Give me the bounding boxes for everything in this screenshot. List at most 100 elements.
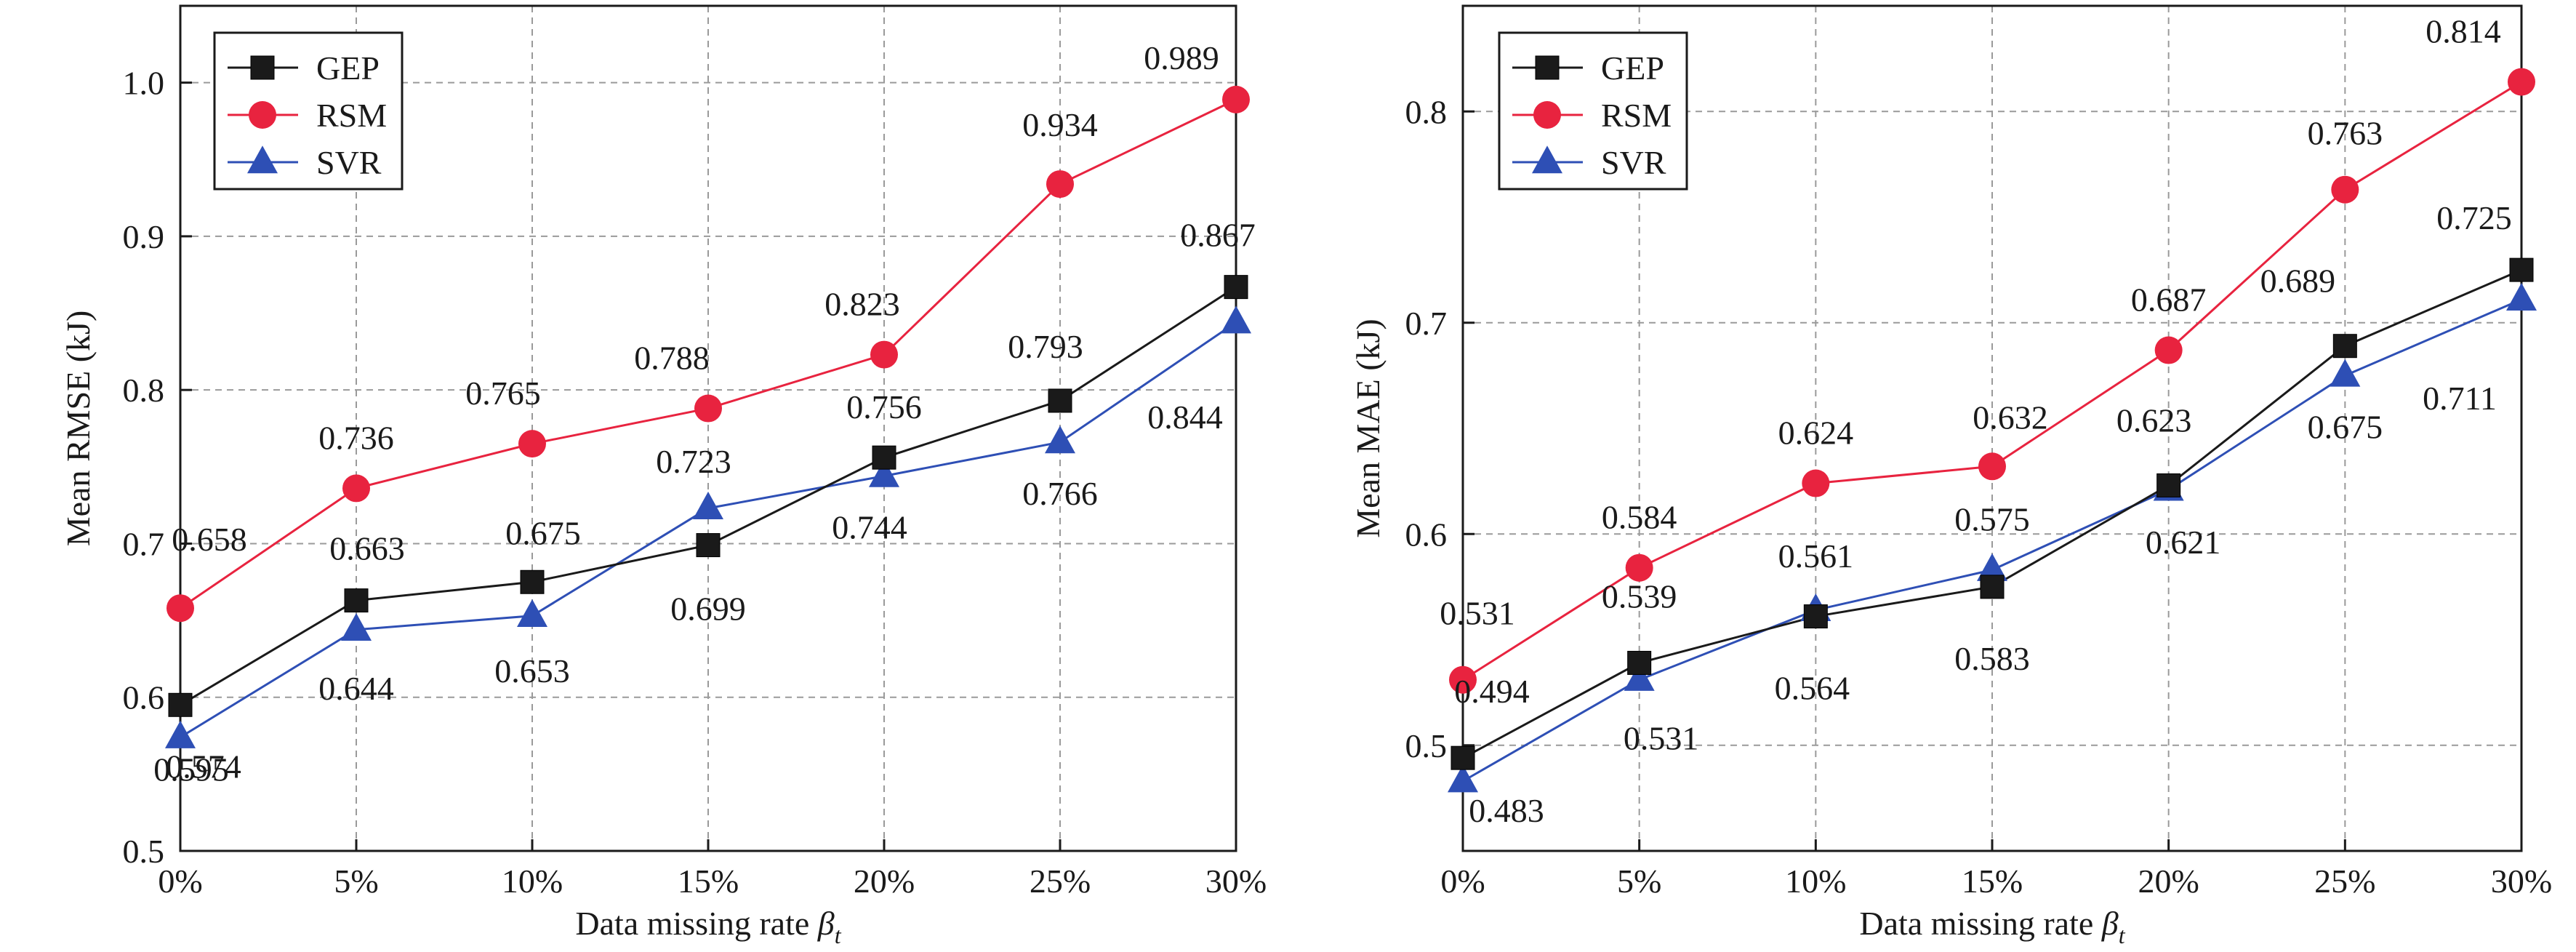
svr-data-label: 0.574 — [166, 748, 241, 785]
x-axis-title-text: Data missing rate — [575, 905, 817, 942]
rsm-point — [1978, 452, 2006, 481]
gep-point — [1450, 745, 1475, 770]
rsm-point — [1222, 85, 1250, 113]
gep-point — [2332, 334, 2357, 359]
svr-point — [2506, 282, 2537, 311]
gep-point — [696, 533, 721, 558]
y-tick-label: 0.7 — [123, 525, 165, 562]
svr-point — [165, 720, 196, 748]
rsm-point — [1625, 553, 1653, 582]
x-tick-label: 30% — [1205, 863, 1267, 900]
x-tick-label: 0% — [158, 863, 202, 900]
gep-data-label: 0.756 — [846, 388, 922, 425]
svr-data-label: 0.844 — [1147, 399, 1223, 436]
gep-data-label: 0.595 — [153, 751, 229, 788]
rsm-point — [342, 474, 370, 503]
x-axis-title-text: Data missing rate — [1859, 905, 2101, 942]
x-tick-label: 30% — [2491, 863, 2552, 900]
rsm-data-label: 0.823 — [824, 286, 900, 323]
svr-point — [341, 612, 372, 641]
legend-label-rsm: RSM — [316, 97, 387, 134]
rsm-data-label: 0.632 — [1973, 399, 2048, 436]
gep-data-label: 0.675 — [505, 514, 581, 551]
x-axis-title-subscript: t — [835, 922, 842, 948]
gep-data-label: 0.564 — [1775, 670, 1850, 707]
x-tick-label: 10% — [502, 863, 563, 900]
gep-data-label: 0.539 — [1602, 577, 1677, 615]
rsm-data-label: 0.687 — [2131, 281, 2207, 319]
gep-point — [168, 692, 193, 717]
gep-point — [1048, 388, 1072, 413]
rmse-chart: 0% 5% 10% 15% 20% 25% 30% 0.5 0.6 0.7 0.8 0.9 1.0 Mea… — [60, 4, 1267, 948]
rsm-point — [870, 340, 898, 369]
svr-point — [1045, 425, 1075, 454]
svr-data-label: 0.621 — [2146, 524, 2221, 561]
svr-point — [869, 459, 899, 487]
rsm-point — [1802, 469, 1830, 497]
rsm-data-label: 0.658 — [172, 521, 247, 558]
x-axis-title-symbol: β — [2101, 905, 2119, 942]
gep-point — [872, 445, 896, 470]
x-tick-label: 0% — [1440, 863, 1485, 900]
rsm-data-label: 0.736 — [318, 419, 394, 456]
x-tick-label: 25% — [2314, 863, 2375, 900]
gep-point — [1627, 650, 1652, 675]
rsm-data-label: 0.763 — [2308, 115, 2383, 152]
legend-label-svr: SVR — [316, 144, 382, 181]
gep-data-label: 0.867 — [1180, 217, 1256, 254]
rsm-data-label: 0.624 — [1778, 415, 1854, 452]
y-axis-title: Mean MAE (kJ) — [1349, 319, 1387, 538]
gep-data-label: 0.583 — [1954, 640, 2030, 677]
svr-data-label: 0.483 — [1469, 792, 1544, 829]
rsm-point — [694, 394, 722, 423]
svr-point — [2330, 359, 2361, 387]
rsm-data-label: 0.765 — [465, 375, 541, 412]
legend-label-gep: GEP — [1601, 49, 1664, 87]
y-tick-label: 0.9 — [123, 218, 165, 255]
y-tick-label: 0.8 — [1405, 93, 1448, 130]
gep-point — [2509, 257, 2534, 282]
x-tick-label: 15% — [678, 863, 739, 900]
y-tick-label: 0.6 — [1405, 516, 1448, 553]
svr-point — [1448, 764, 1478, 793]
gep-data-label: 0.663 — [329, 530, 405, 567]
svr-point — [1221, 305, 1251, 334]
rsm-data-label: 0.584 — [1602, 499, 1677, 536]
gep-point — [344, 588, 369, 613]
x-tick-label: 20% — [2138, 863, 2199, 900]
legend: GEP RSM SVR — [213, 31, 404, 191]
rsm-data-label: 0.989 — [1144, 39, 1219, 76]
y-axis-title: Mean RMSE (kJ) — [60, 311, 97, 547]
y-tick-label: 0.5 — [1405, 727, 1448, 764]
svr-data-label: 0.644 — [318, 670, 394, 707]
rsm-point — [2508, 68, 2535, 96]
svr-point — [1977, 553, 2007, 581]
legend-marker-gep — [250, 55, 275, 80]
legend-marker-rsm — [249, 101, 276, 129]
rsm-data-label: 0.788 — [634, 340, 710, 377]
legend: GEP RSM SVR — [1498, 31, 1688, 191]
legend-marker-svr — [247, 145, 278, 174]
x-axis-title-symbol: β — [817, 905, 835, 942]
svr-data-label: 0.723 — [656, 443, 731, 480]
legend-label-rsm: RSM — [1601, 97, 1672, 134]
svr-point — [517, 599, 547, 627]
x-tick-label: 15% — [1962, 863, 2023, 900]
gep-data-label: 0.699 — [670, 591, 746, 628]
gep-point — [1803, 604, 1828, 629]
rsm-point — [2331, 175, 2359, 204]
y-tick-label: 0.5 — [123, 833, 165, 870]
gep-point — [1980, 575, 2005, 599]
gep-data-label: 0.623 — [2116, 401, 2192, 439]
svr-data-label: 0.653 — [494, 652, 570, 689]
x-tick-label: 20% — [854, 863, 915, 900]
legend-marker-rsm — [1533, 101, 1561, 129]
y-tick-label: 1.0 — [123, 65, 165, 102]
rsm-point — [1046, 170, 1074, 199]
x-axis-title: Data missing rate βt — [575, 905, 841, 948]
rsm-data-label: 0.934 — [1022, 106, 1098, 143]
legend-label-svr: SVR — [1601, 144, 1666, 181]
y-tick-label: 0.6 — [123, 679, 165, 716]
svr-point — [1624, 663, 1655, 691]
x-tick-label: 10% — [1785, 863, 1846, 900]
